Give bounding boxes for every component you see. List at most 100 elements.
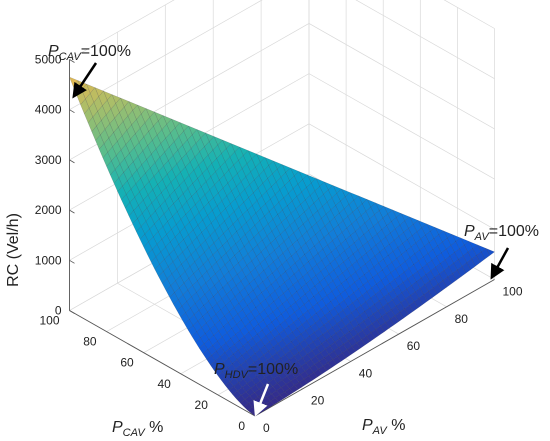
surface-cell [144,228,154,243]
surface-cell [208,242,218,256]
surface-cell [352,249,362,262]
surface-cell [183,175,193,189]
surface-cell [236,395,246,404]
surface-cell [372,310,382,321]
surface-cell [227,223,237,237]
surface-cell [346,345,356,355]
surface-cell [165,241,175,255]
surface-cell [414,288,424,299]
surface-cell [219,220,229,234]
surface-cell [211,350,221,362]
surface-cell [385,232,395,245]
surface-cell [355,267,365,279]
surface-cell [244,184,254,198]
surface-cell [164,195,174,210]
surface-cell [210,218,220,231]
surface-cell [339,334,349,345]
surface-cell [124,202,134,217]
surface-cell [152,134,162,150]
cav-annotation-sub: CAV [59,51,83,63]
surface-cell [236,226,246,240]
surface-cell [323,284,333,296]
surface-cell [223,322,233,334]
surface-cell [190,204,200,218]
surface-cell [294,308,304,319]
surface-cell [258,170,268,184]
surface-cell [295,297,305,309]
surface-cell [171,163,181,178]
surface-cell [361,252,371,265]
surface-cell [294,381,304,390]
av-tick-label: 60 [407,339,421,353]
surface-cell [423,291,433,302]
cav-axis-ticks: 100 80 60 40 20 0 [39,314,245,434]
surface-cell [266,231,276,244]
surface-cell [240,391,250,400]
surface-cell [298,348,308,359]
surface-cell [148,175,158,191]
surface-cell [179,282,189,296]
surface-cell [174,122,184,137]
surface-cell [383,255,393,267]
cav-annotation: PCAV=100% [48,43,131,63]
surface-cell [332,355,342,365]
surface-cell [139,186,149,201]
surface-cell [208,296,218,308]
surface-cell [176,305,186,318]
surface-cell [442,276,452,288]
surface-cell [362,241,372,254]
surface-cell [288,355,298,366]
surface-cell [338,220,348,233]
surface-cell [303,375,313,384]
surface-cell [271,390,281,399]
surface-cell [231,324,241,335]
surface-cell [131,169,141,185]
surface-cell [326,197,336,211]
surface-cell [328,228,338,242]
surface-cell [126,124,136,140]
surface-cell [257,363,267,373]
surface-cell [176,263,186,277]
surface-cell [264,373,274,383]
surface-cell [312,337,322,348]
surface-cell [310,178,320,192]
z-tick-mark [69,109,75,114]
surface-cell [239,287,249,300]
surface-cell [148,236,158,250]
surface-cell [187,285,197,298]
surface-cell [86,83,96,94]
surface-cell [366,199,376,208]
surface-cell [202,349,212,360]
surface-cell [204,289,214,302]
av-axis-title-suffix: % [387,417,406,434]
av-annotation-main: P [464,223,475,240]
surface-cell [332,323,342,334]
surface-cell [131,119,141,135]
surface-cell [280,271,290,283]
surface-cell [377,217,387,230]
surface-cell [239,399,249,407]
surface-cell [332,236,342,249]
surface-cell [134,142,144,157]
surface-cell [165,285,175,298]
surface-cell [132,155,142,171]
cav-tick-label: 40 [157,377,171,391]
surface-cell [213,330,223,342]
surface-cell [239,369,249,380]
surface-cell [258,270,268,283]
surface-cell [205,176,215,191]
surface-cell [151,197,161,212]
surface-cell [163,160,173,175]
surface-cell [350,231,360,244]
surface-cell [226,236,236,249]
surface-cell [149,223,159,238]
surface-cell [144,181,154,196]
surface-cell [150,256,160,270]
surface-cell [157,179,167,194]
surface-cell [376,280,386,291]
surface-cell [170,236,180,250]
surface-cell [159,259,169,272]
surface-cell [191,292,201,304]
surface-cell [317,298,327,310]
surface-cell [368,226,378,239]
